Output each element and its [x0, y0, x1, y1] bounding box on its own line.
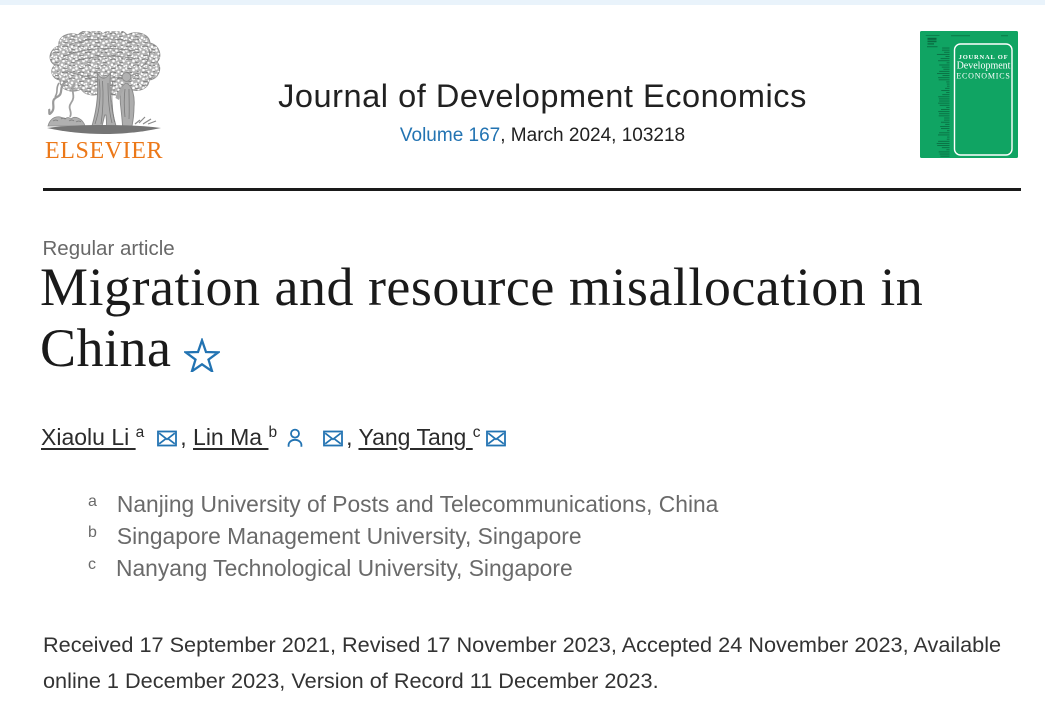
svg-text:ECONOMICS: ECONOMICS	[956, 71, 1010, 80]
svg-text:Development: Development	[957, 61, 1011, 72]
svg-text:JOURNAL OF: JOURNAL OF	[959, 54, 1009, 61]
